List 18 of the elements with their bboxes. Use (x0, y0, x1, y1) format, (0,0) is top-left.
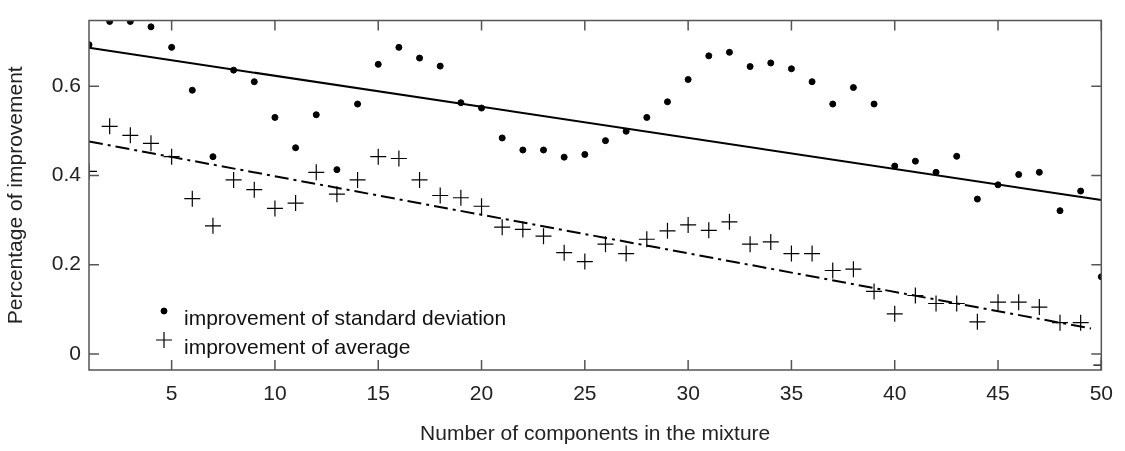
x-tick-label: 40 (883, 381, 907, 405)
y-axis-title: Percentage of improvement (3, 66, 27, 325)
x-tick-label: 20 (469, 381, 494, 405)
y-tick-label: 0 (69, 340, 81, 364)
y-tick-label: 0.6 (51, 72, 81, 96)
x-tick-label: 45 (986, 381, 1010, 405)
x-tick-label: 50 (1089, 381, 1113, 405)
y-tick-label: 0.2 (51, 251, 81, 275)
x-tick-label: 5 (165, 381, 178, 405)
y-tick-label: 0.4 (51, 162, 82, 186)
x-tick-label: 30 (676, 381, 700, 405)
x-tick-label: 25 (573, 381, 597, 405)
x-tick-label: 35 (779, 381, 804, 405)
legend-label: improvement of average (184, 334, 411, 358)
x-axis-title: Number of components in the mixture (420, 421, 771, 445)
x-tick-label: 10 (263, 381, 287, 405)
x-tick-label: 15 (366, 381, 390, 405)
legend-label: improvement of standard deviation (184, 305, 507, 329)
